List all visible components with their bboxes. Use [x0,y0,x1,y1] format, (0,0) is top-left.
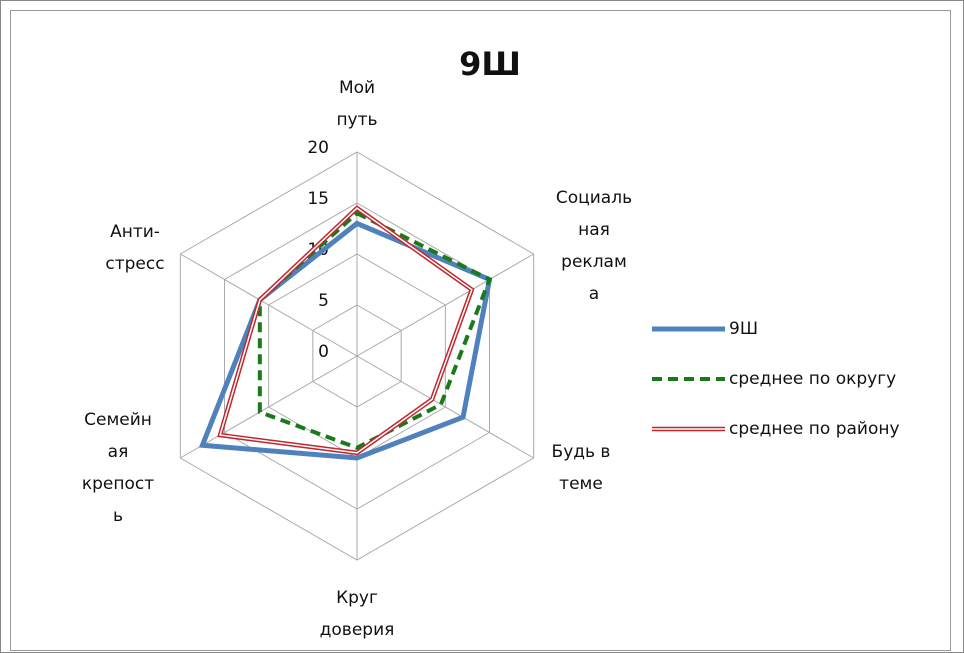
category-line: стресс [105,254,164,274]
category-line: а [589,284,599,304]
category-label: Мой путь [336,78,377,130]
r-tick-label: 15 [307,189,329,209]
category-label: Социаль ная реклам а [556,188,632,304]
category-line: Социаль [556,188,632,208]
category-line: Круг [336,588,378,608]
r-tick-label: 20 [307,138,329,158]
legend-label: 9Ш [729,319,758,339]
chart-title: 9Ш [459,45,521,83]
category-line: реклам [561,252,627,272]
category-line: Анти- [110,222,160,242]
spoke [356,253,534,357]
category-line: ная [578,220,610,240]
category-line: Мой [339,78,375,98]
category-line: Будь в [552,442,611,462]
r-tick-label: 0 [318,342,329,362]
r-tick-label: 5 [318,291,329,311]
category-line: ая [108,442,129,462]
series-line-inner [219,207,473,454]
category-label: Семейн ая крепост ь [82,410,154,526]
category-line: доверия [320,620,395,640]
legend-label: среднее по району [729,419,900,439]
category-label: Анти-стресс [105,222,164,274]
legend-label: среднее по округу [729,369,896,389]
category-line: теме [559,474,603,494]
spoke [356,355,534,459]
spoke [180,355,358,459]
category-line: ь [113,506,123,526]
spoke [180,253,358,357]
category-line: крепост [82,474,154,494]
category-label: Круг доверия [320,588,395,640]
category-line: Семейн [84,410,152,430]
category-line: путь [336,110,377,130]
category-label: Будь в теме [552,442,611,494]
